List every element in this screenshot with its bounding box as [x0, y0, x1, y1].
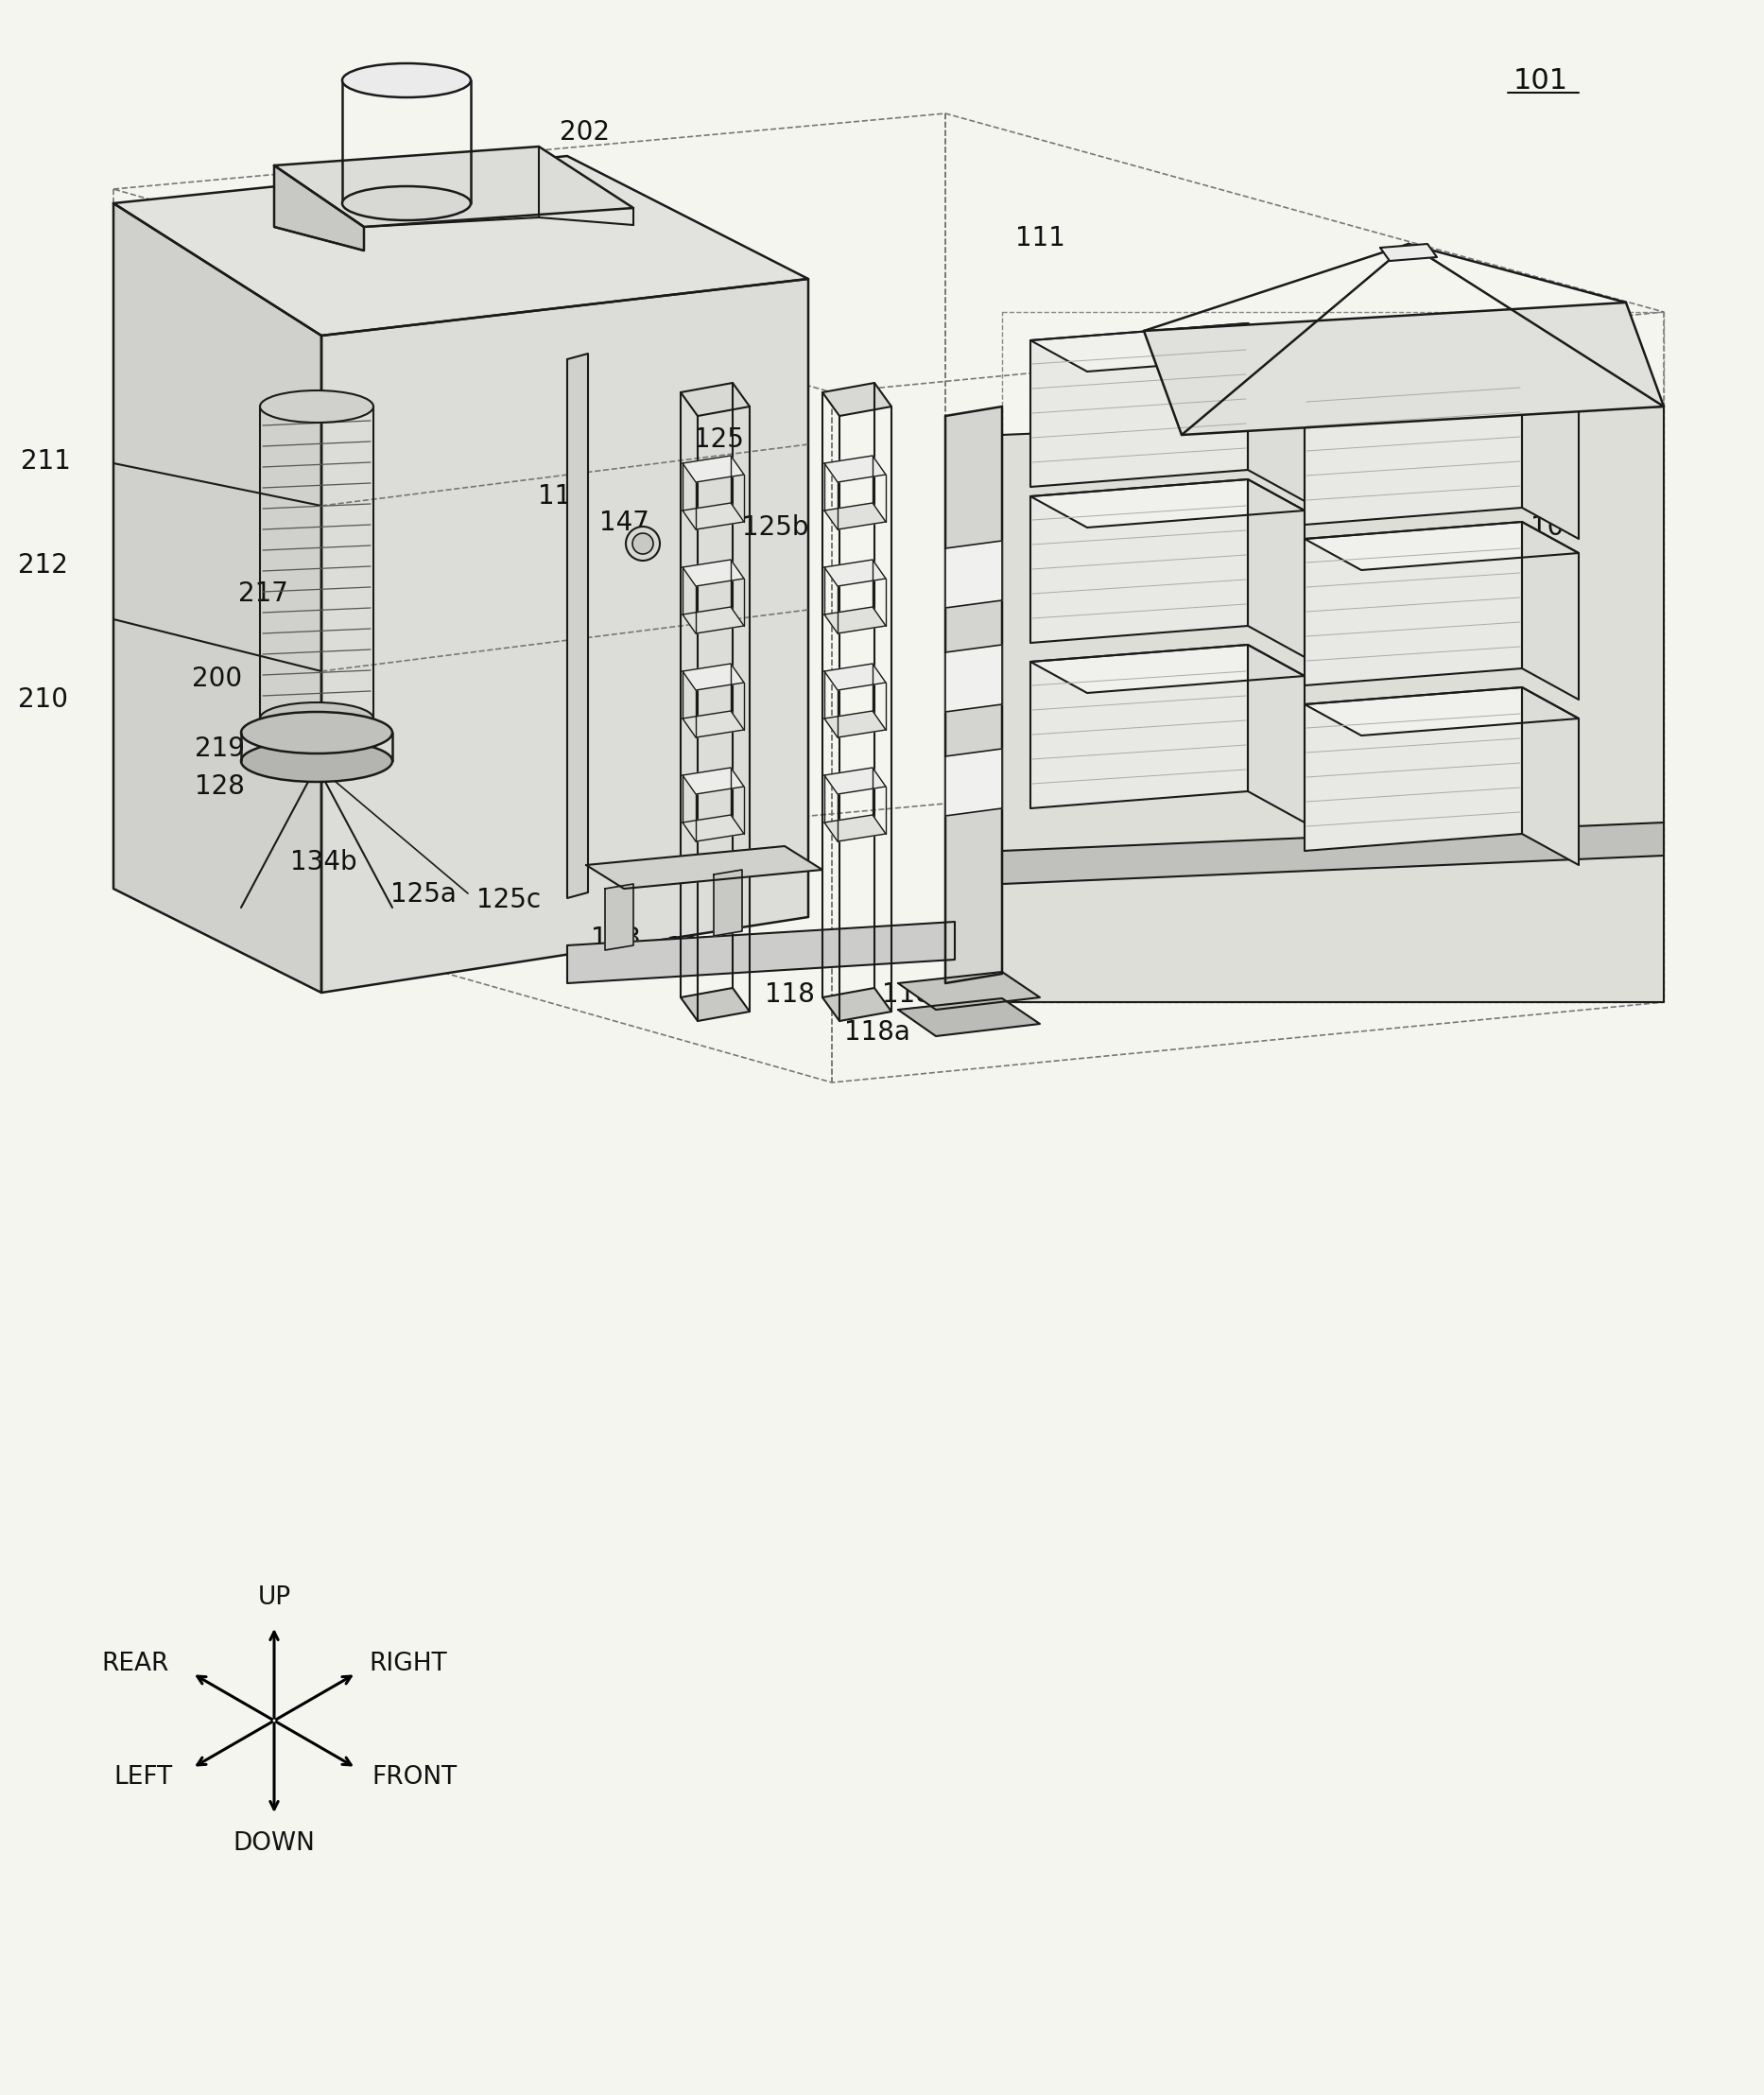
Polygon shape — [1030, 480, 1247, 643]
Polygon shape — [1002, 406, 1663, 1001]
Polygon shape — [1305, 522, 1579, 570]
Text: 107: 107 — [1529, 513, 1581, 541]
Polygon shape — [1002, 823, 1663, 884]
Polygon shape — [1030, 323, 1305, 371]
Polygon shape — [1305, 360, 1579, 409]
Polygon shape — [1522, 522, 1579, 700]
Polygon shape — [1247, 480, 1305, 658]
Polygon shape — [1305, 360, 1522, 524]
Ellipse shape — [259, 702, 374, 735]
Polygon shape — [568, 354, 587, 899]
Ellipse shape — [259, 390, 374, 423]
Ellipse shape — [242, 740, 392, 781]
Polygon shape — [946, 645, 1002, 712]
Text: 147: 147 — [600, 509, 649, 536]
Text: DOWN: DOWN — [233, 1831, 316, 1856]
Polygon shape — [321, 279, 808, 993]
Polygon shape — [681, 383, 750, 417]
Polygon shape — [1305, 522, 1522, 685]
Polygon shape — [1247, 323, 1305, 501]
Polygon shape — [1247, 645, 1305, 823]
Text: 105: 105 — [667, 934, 716, 962]
Text: 123: 123 — [591, 926, 642, 951]
Polygon shape — [683, 559, 744, 587]
Polygon shape — [824, 710, 886, 737]
Text: 128: 128 — [194, 773, 243, 800]
Polygon shape — [824, 503, 886, 530]
Polygon shape — [586, 846, 822, 888]
Text: 118b: 118b — [882, 980, 949, 1008]
Polygon shape — [1030, 645, 1247, 809]
Text: 210: 210 — [18, 687, 69, 712]
Polygon shape — [568, 922, 954, 983]
Polygon shape — [946, 748, 1002, 815]
Polygon shape — [1305, 687, 1522, 851]
Polygon shape — [683, 767, 744, 794]
Text: REAR: REAR — [102, 1651, 169, 1676]
Text: 200: 200 — [192, 666, 242, 691]
Polygon shape — [824, 767, 886, 794]
Text: 125c: 125c — [476, 886, 542, 913]
Text: 125: 125 — [693, 427, 743, 453]
Polygon shape — [946, 406, 1002, 983]
Text: 217: 217 — [238, 580, 288, 608]
Polygon shape — [898, 972, 1039, 1010]
Polygon shape — [714, 869, 743, 936]
Text: 114: 114 — [1439, 840, 1491, 865]
Polygon shape — [824, 559, 886, 587]
Text: 211: 211 — [21, 448, 71, 476]
Polygon shape — [683, 608, 744, 633]
Polygon shape — [273, 147, 633, 226]
Text: RIGHT: RIGHT — [369, 1651, 446, 1676]
Polygon shape — [113, 203, 321, 993]
Ellipse shape — [626, 526, 660, 561]
Polygon shape — [824, 457, 886, 482]
Polygon shape — [683, 710, 744, 737]
Ellipse shape — [633, 534, 653, 553]
Polygon shape — [683, 503, 744, 530]
Polygon shape — [898, 999, 1039, 1037]
Polygon shape — [273, 166, 363, 251]
Ellipse shape — [342, 63, 471, 96]
Text: 134b: 134b — [289, 848, 356, 876]
Text: 212: 212 — [18, 553, 69, 578]
Polygon shape — [683, 815, 744, 842]
Text: 101: 101 — [1514, 67, 1568, 94]
Polygon shape — [822, 989, 891, 1020]
Polygon shape — [824, 664, 886, 689]
Polygon shape — [1522, 687, 1579, 865]
Text: 118a: 118a — [845, 1018, 910, 1045]
Text: 111: 111 — [1014, 224, 1065, 251]
Polygon shape — [824, 608, 886, 633]
Polygon shape — [605, 884, 633, 951]
Text: UP: UP — [258, 1586, 291, 1611]
Text: 134a: 134a — [1261, 341, 1328, 369]
Ellipse shape — [242, 712, 392, 754]
Text: 219: 219 — [194, 735, 245, 763]
Text: 125b: 125b — [743, 513, 808, 541]
Polygon shape — [1522, 360, 1579, 538]
Polygon shape — [1379, 243, 1438, 262]
Polygon shape — [824, 815, 886, 842]
Text: 125a: 125a — [390, 882, 457, 907]
Polygon shape — [1030, 645, 1305, 693]
Text: 202: 202 — [559, 119, 609, 145]
Text: LEFT: LEFT — [113, 1766, 173, 1789]
Text: FRONT: FRONT — [372, 1766, 457, 1789]
Polygon shape — [1030, 480, 1305, 528]
Polygon shape — [1030, 323, 1247, 486]
Polygon shape — [683, 457, 744, 482]
Polygon shape — [822, 383, 891, 417]
Polygon shape — [1305, 687, 1579, 735]
Text: 118: 118 — [764, 980, 815, 1008]
Polygon shape — [946, 541, 1002, 608]
Text: 115: 115 — [538, 484, 587, 509]
Polygon shape — [1143, 302, 1663, 436]
Text: 110: 110 — [1487, 760, 1538, 786]
Polygon shape — [681, 989, 750, 1020]
Polygon shape — [683, 664, 744, 689]
Ellipse shape — [342, 186, 471, 220]
Polygon shape — [113, 155, 808, 335]
